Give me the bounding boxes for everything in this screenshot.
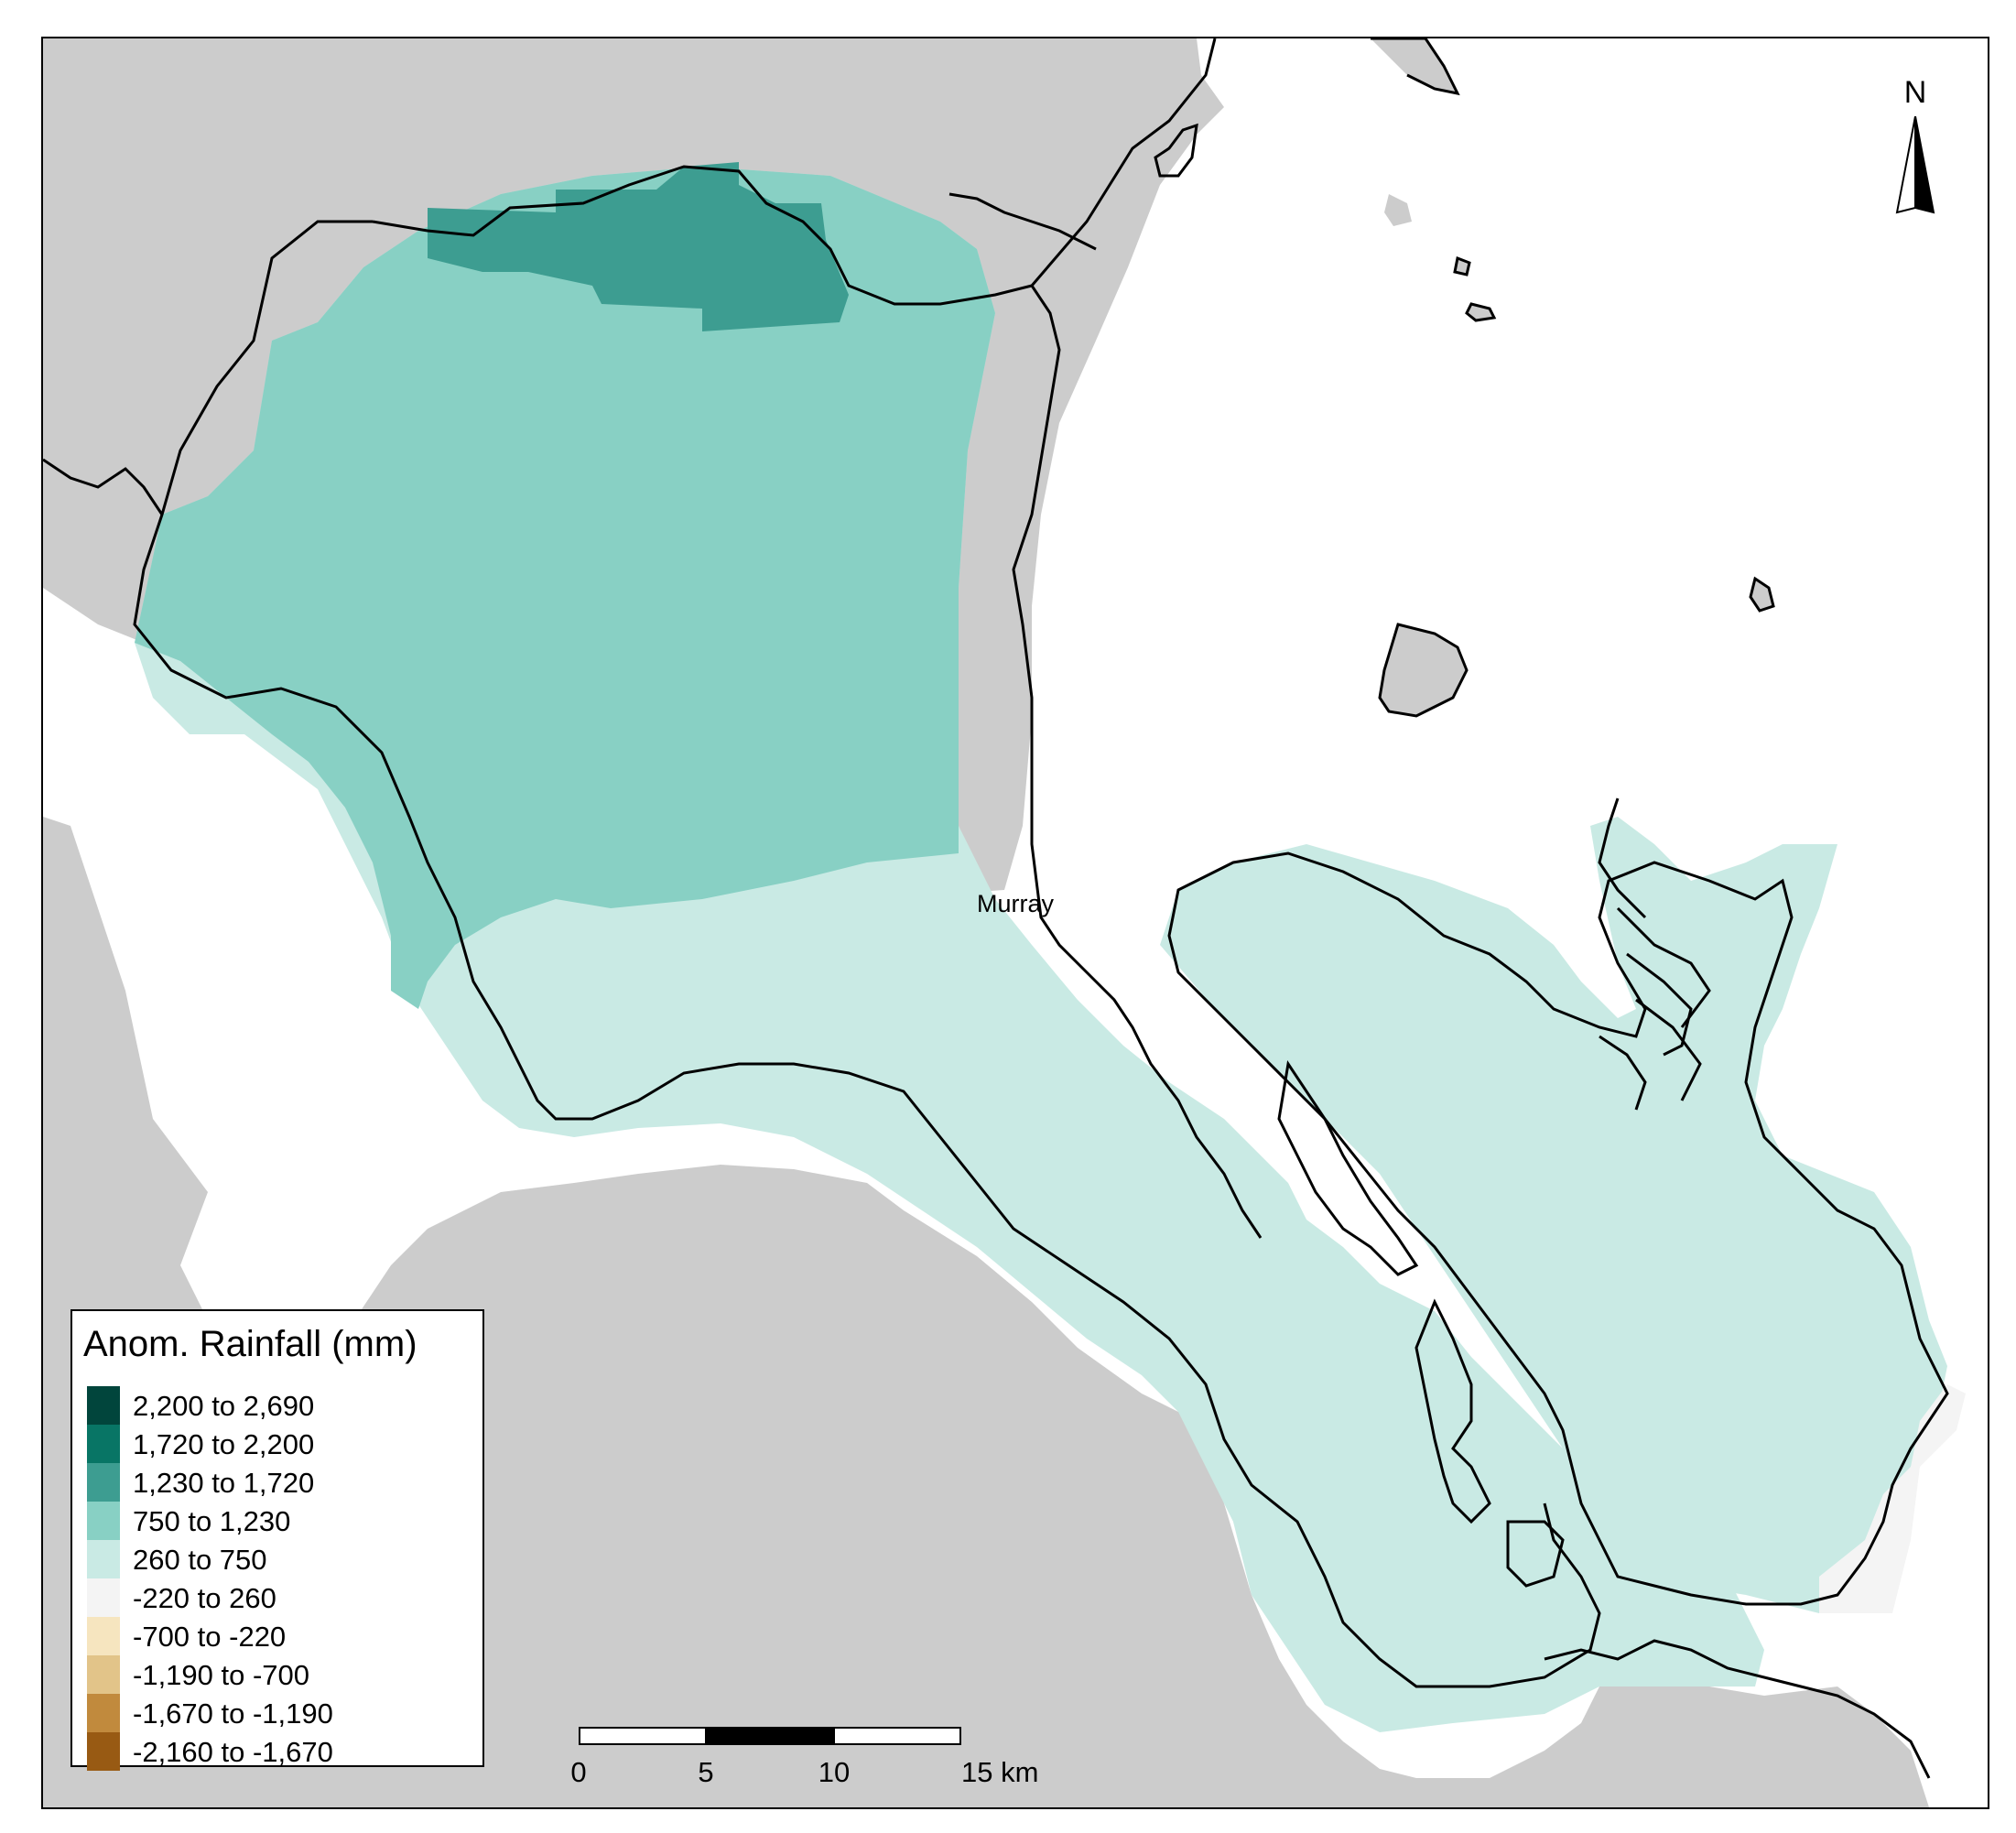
scale-segment-3 — [833, 1727, 961, 1745]
legend-label: -220 to 260 — [133, 1582, 276, 1614]
legend-swatch — [87, 1617, 120, 1655]
legend-label: 2,200 to 2,690 — [133, 1390, 315, 1422]
region-1230-1720 — [428, 162, 849, 331]
legend-swatch — [87, 1540, 120, 1578]
map-canvas — [43, 38, 1966, 1807]
legend-label: -1,190 to -700 — [133, 1659, 310, 1691]
legend-label: 1,720 to 2,200 — [133, 1428, 315, 1460]
north-arrow-icon — [1895, 116, 1935, 214]
scale-label-10: 10 — [818, 1756, 851, 1788]
north-arrow-label: N — [1903, 75, 1927, 110]
scale-label-0: 0 — [570, 1756, 587, 1788]
map-frame: Murray N Anom. Rainfall (mm) 2,200 to 2,… — [41, 37, 1989, 1809]
region-minus220-260 — [1819, 1384, 1966, 1613]
coastline — [43, 38, 1949, 1779]
legend-title: Anom. Rainfall (mm) — [83, 1324, 417, 1364]
legend-label: 1,230 to 1,720 — [133, 1467, 315, 1499]
legend-swatch — [87, 1655, 120, 1694]
legend-swatch — [87, 1502, 120, 1540]
legend-swatch — [87, 1386, 120, 1425]
legend-label: -2,160 to -1,670 — [133, 1736, 333, 1768]
region-750-1230 — [135, 167, 995, 1009]
scale-segment-1 — [579, 1727, 707, 1745]
legend-label: -700 to -220 — [133, 1621, 287, 1653]
legend-swatch — [87, 1694, 120, 1732]
town-label-murray: Murray — [977, 890, 1055, 917]
legend-label: 750 to 1,230 — [133, 1505, 291, 1537]
legend-swatch — [87, 1578, 120, 1617]
legend-swatch — [87, 1463, 120, 1502]
scale-label-5: 5 — [698, 1756, 714, 1788]
north-arrow: N — [1892, 75, 1975, 214]
scale-label-15: 15 km — [961, 1756, 1039, 1788]
scale-bar: 0 5 10 15 km — [570, 1727, 1038, 1807]
legend-swatch — [87, 1425, 120, 1463]
legend: Anom. Rainfall (mm) 2,200 to 2,690 1,720 … — [70, 1309, 484, 1771]
scale-segment-2 — [705, 1727, 835, 1745]
legend-label: 260 to 750 — [133, 1544, 267, 1576]
legend-label: -1,670 to -1,190 — [133, 1697, 333, 1730]
legend-swatch — [87, 1732, 120, 1771]
